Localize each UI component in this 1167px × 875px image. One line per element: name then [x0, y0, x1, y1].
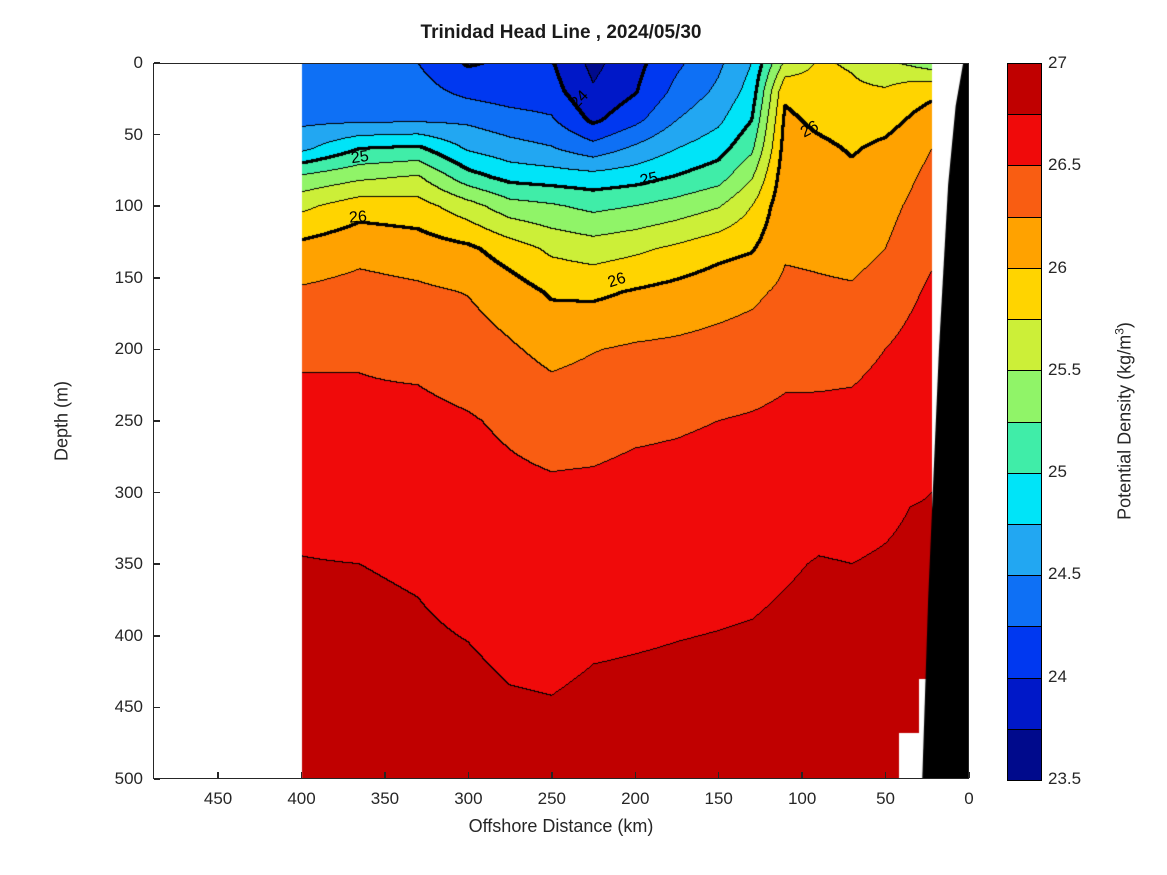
x-tick	[300, 772, 303, 778]
colorbar-tick-label: 24	[1048, 666, 1067, 686]
y-tick-label: 400	[114, 625, 143, 645]
colorbar-label-text: Potential Density (kg/m	[1114, 334, 1135, 520]
y-tick	[154, 205, 160, 207]
colorbar-tick-label: 24.5	[1048, 564, 1082, 584]
colorbar-block	[1008, 421, 1041, 473]
colorbar-block	[1008, 575, 1041, 627]
x-tick	[968, 772, 970, 778]
x-tick-label: 200	[621, 789, 650, 808]
colorbar-tick-label: 26	[1048, 257, 1067, 277]
y-tick	[154, 277, 160, 279]
y-tick-label: 300	[114, 482, 143, 502]
x-tick	[217, 772, 219, 778]
colorbar-block	[1008, 370, 1041, 422]
colorbar-block	[1008, 728, 1041, 781]
y-tick	[154, 491, 160, 494]
y-tick	[154, 62, 160, 64]
colorbar-block	[1008, 165, 1041, 217]
y-tick-label: 450	[114, 697, 143, 717]
x-tick-label: 450	[203, 789, 233, 808]
y-tick-label: 250	[114, 411, 143, 430]
colorbar-tick-label: 25	[1048, 462, 1067, 482]
colorbar-block	[1008, 114, 1041, 166]
x-tick-label: 0	[964, 789, 974, 808]
colorbar-label-superscript: 3	[1112, 328, 1127, 335]
y-tick	[154, 420, 160, 422]
x-axis-label: Offshore Distance (km)	[468, 816, 654, 836]
contour-line-label: 26	[348, 207, 368, 227]
colorbar-block	[1008, 64, 1041, 115]
x-tick-label: 50	[876, 789, 896, 808]
y-tick-label: 100	[114, 196, 143, 216]
contour-line-label: 25	[349, 147, 370, 167]
x-tick	[384, 772, 386, 778]
y-tick	[154, 778, 160, 780]
colorbar-block	[1008, 216, 1041, 268]
colorbar-label-close: )	[1114, 322, 1135, 329]
colorbar-label: Potential Density (kg/m3)	[1113, 322, 1136, 520]
y-tick-label: 50	[124, 124, 143, 144]
colorbar-block	[1008, 267, 1041, 320]
plot-title: Trinidad Head Line , 2024/05/30	[420, 22, 702, 43]
x-tick	[634, 772, 636, 778]
colorbar-tick-label: 23.5	[1048, 769, 1082, 788]
colorbar	[1007, 63, 1042, 781]
contour-canvas	[153, 63, 969, 779]
y-axis-label: Depth (m)	[51, 380, 72, 462]
y-tick	[154, 635, 160, 637]
y-tick-label: 500	[114, 769, 143, 788]
y-tick	[154, 348, 160, 351]
y-tick	[154, 563, 160, 565]
x-tick-label: 100	[787, 789, 817, 808]
x-tick	[884, 772, 887, 778]
colorbar-block	[1008, 677, 1041, 729]
x-tick	[717, 772, 720, 778]
y-tick-label: 0	[133, 53, 143, 72]
colorbar-tick-label: 27	[1048, 53, 1067, 72]
x-tick	[467, 772, 470, 778]
y-tick-label: 150	[114, 267, 143, 287]
x-tick	[801, 772, 803, 778]
colorbar-tick-label: 26.5	[1048, 155, 1082, 175]
y-tick	[154, 706, 160, 709]
colorbar-block	[1008, 472, 1041, 524]
y-tick	[154, 133, 160, 136]
colorbar-tick-label: 25.5	[1048, 359, 1082, 379]
y-tick-label: 200	[114, 339, 143, 359]
x-tick-label: 400	[287, 789, 316, 808]
colorbar-block	[1008, 319, 1041, 371]
colorbar-block	[1008, 626, 1041, 678]
x-tick	[551, 772, 553, 778]
colorbar-block	[1008, 523, 1041, 576]
x-tick-label: 300	[454, 789, 483, 808]
x-tick-label: 250	[537, 789, 566, 808]
x-tick-label: 150	[704, 789, 733, 808]
x-tick-label: 350	[370, 789, 400, 808]
y-tick-label: 350	[114, 554, 143, 574]
